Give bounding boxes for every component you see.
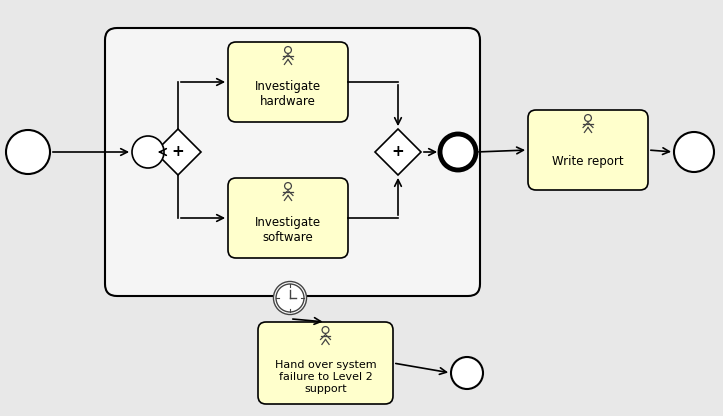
Circle shape [451,357,483,389]
Text: +: + [171,144,184,159]
Text: +: + [392,144,404,159]
Circle shape [6,130,50,174]
Circle shape [440,134,476,170]
Text: Investigate
hardware: Investigate hardware [255,80,321,108]
FancyBboxPatch shape [258,322,393,404]
Circle shape [674,132,714,172]
Text: Write report: Write report [552,156,624,168]
Circle shape [276,284,304,312]
FancyBboxPatch shape [228,42,348,122]
Circle shape [132,136,164,168]
Text: Hand over system
failure to Level 2
support: Hand over system failure to Level 2 supp… [275,360,376,394]
Circle shape [273,282,307,314]
FancyBboxPatch shape [528,110,648,190]
Polygon shape [375,129,421,175]
Text: Investigate
software: Investigate software [255,216,321,244]
FancyBboxPatch shape [228,178,348,258]
Polygon shape [155,129,201,175]
FancyBboxPatch shape [105,28,480,296]
